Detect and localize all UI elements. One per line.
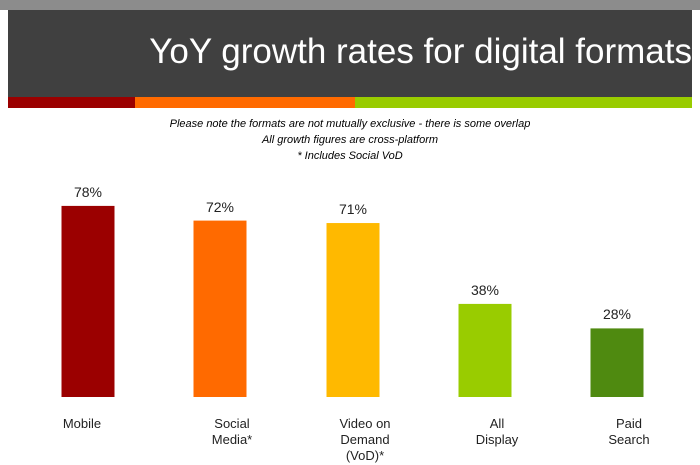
bar bbox=[61, 205, 115, 397]
accent-strip bbox=[8, 97, 135, 108]
value-label: 38% bbox=[470, 281, 500, 298]
bar bbox=[326, 223, 380, 397]
x-tick-label: Mobile bbox=[62, 416, 102, 431]
x-tick-label: All Display bbox=[475, 416, 519, 447]
accent-strip bbox=[355, 97, 692, 108]
x-tick-label: Paid Search bbox=[608, 416, 650, 447]
note: All growth figures are cross-platform bbox=[261, 134, 439, 146]
x-tick-label: Social Media* bbox=[211, 416, 253, 447]
header bbox=[8, 10, 692, 97]
note: Please note the formats are not mutually… bbox=[169, 118, 531, 130]
bar bbox=[590, 328, 644, 397]
top-line bbox=[0, 0, 700, 10]
accent-strip bbox=[135, 97, 355, 108]
value-label: 28% bbox=[602, 306, 632, 323]
value-label: 72% bbox=[205, 198, 235, 215]
x-tick-label: Video on Demand (VoD)* bbox=[339, 416, 391, 463]
bar bbox=[193, 220, 247, 397]
value-label: 78% bbox=[73, 183, 103, 200]
chart-title: YoY growth rates for digital formats bbox=[149, 32, 692, 71]
note: * Includes Social VoD bbox=[297, 150, 403, 162]
bar bbox=[458, 303, 512, 397]
value-label: 71% bbox=[338, 201, 368, 218]
